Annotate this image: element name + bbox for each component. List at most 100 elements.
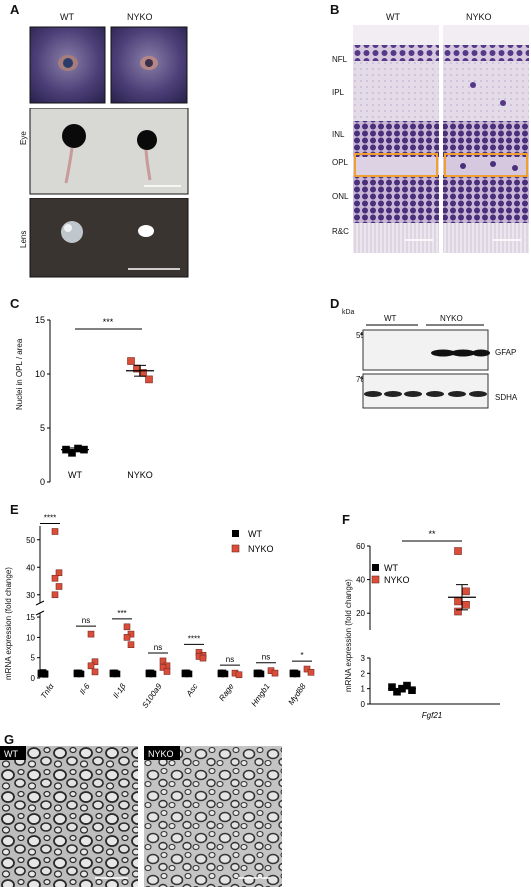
panel-d-blot bbox=[360, 324, 490, 409]
panel-f-significance: ** bbox=[428, 529, 436, 539]
panel-e-point-wt bbox=[41, 670, 49, 678]
panel-e-ytick-label: 15 bbox=[26, 613, 35, 622]
layer-opl: OPL bbox=[332, 158, 349, 167]
panel-f-label: F bbox=[342, 512, 350, 527]
panel-a-top-images bbox=[29, 26, 188, 104]
panel-e-ylabel: mRNA expression (fold change) bbox=[4, 567, 13, 680]
panel-e-point-nyko bbox=[51, 574, 59, 582]
panel-f-point-nyko bbox=[454, 597, 462, 606]
panel-e-legend-nyko-marker bbox=[231, 544, 240, 553]
panel-e-category-label: Il-1β bbox=[111, 682, 128, 700]
panel-e-point-nyko bbox=[159, 657, 167, 665]
panel-a-lens-row-label: Lens bbox=[19, 230, 28, 248]
panel-e-point-nyko bbox=[235, 671, 243, 679]
panel-a-lens-image bbox=[29, 198, 189, 278]
panel-f-point-nyko bbox=[454, 607, 462, 616]
panel-c-ytick-label: 0 bbox=[40, 477, 45, 487]
panel-a-wt-header: WT bbox=[60, 12, 74, 22]
panel-f-ytick-label: 60 bbox=[356, 542, 365, 551]
panel-f-chart: 20 40 60 0 1 2 3 Fgf21 ** WT NYKO bbox=[356, 529, 500, 720]
panel-a-eye-row-label: Eye bbox=[19, 131, 28, 145]
panel-c-points bbox=[62, 357, 153, 457]
panel-b-wt-header: WT bbox=[386, 12, 400, 22]
panel-e-legend-wt: WT bbox=[248, 529, 262, 539]
panel-f-point-wt bbox=[388, 683, 396, 691]
panel-e-point-wt bbox=[289, 669, 297, 677]
panel-e-ytick-label: 0 bbox=[31, 674, 36, 683]
layer-nfl: NFL bbox=[332, 55, 348, 64]
panel-e-point-wt bbox=[145, 669, 153, 677]
panel-e-point-wt bbox=[253, 669, 261, 677]
panel-e-significance: **** ns *** ns **** ns ns * bbox=[40, 514, 312, 666]
panel-e-category-label: Asc bbox=[184, 682, 200, 699]
panel-e-point-nyko bbox=[51, 591, 59, 599]
panel-f-legend-wt-marker bbox=[372, 564, 379, 571]
panel-e-points bbox=[37, 528, 315, 679]
panel-f-ytick-label: 0 bbox=[361, 700, 366, 709]
panel-f-ytick-label: 40 bbox=[356, 576, 365, 585]
panel-e-point-nyko bbox=[123, 634, 131, 641]
panel-e-category-label: Hmgb1 bbox=[249, 682, 271, 708]
panel-e-point-nyko bbox=[91, 658, 99, 666]
panel-e-axis-break bbox=[35, 610, 45, 616]
panel-e-ytick-label: 50 bbox=[26, 536, 35, 545]
panel-e-point-wt bbox=[109, 669, 117, 677]
panel-e-point-nyko bbox=[159, 664, 167, 671]
panel-e-sig-label: *** bbox=[117, 609, 126, 618]
panel-e-point-wt bbox=[181, 669, 189, 677]
panel-f-category-label: Fgf21 bbox=[422, 711, 442, 720]
panel-e-sig-label: **** bbox=[44, 514, 56, 523]
panel-e-point-nyko bbox=[87, 630, 95, 638]
panel-e-point-nyko bbox=[55, 569, 63, 577]
panel-g-label: G bbox=[4, 732, 15, 747]
panel-b-histology bbox=[353, 25, 529, 253]
panel-e-label: E bbox=[10, 502, 19, 517]
panel-f-ticks: 20 40 60 0 1 2 3 Fgf21 bbox=[356, 542, 442, 720]
panel-c-point bbox=[127, 357, 135, 365]
panel-e-ytick-label: 10 bbox=[26, 633, 35, 642]
panel-d-marker-55: 55 bbox=[356, 331, 365, 340]
panel-e-point-wt bbox=[217, 669, 225, 677]
layer-onl: ONL bbox=[332, 192, 349, 201]
panel-a-label: A bbox=[10, 2, 20, 17]
panel-e-point-nyko bbox=[271, 669, 279, 677]
panel-f-legend-nyko-marker bbox=[371, 575, 380, 584]
panel-f-ytick-label: 2 bbox=[361, 669, 366, 678]
panel-e-category-label: Myd88 bbox=[286, 682, 307, 707]
panel-c-category-label: NYKO bbox=[127, 470, 153, 480]
panel-c-means bbox=[61, 364, 154, 452]
panel-d-label: D bbox=[330, 296, 340, 311]
panel-d-group-wt: WT bbox=[384, 314, 397, 323]
panel-d-group-nyko: NYKO bbox=[440, 314, 463, 323]
panel-e-sig-label: ns bbox=[262, 653, 270, 662]
panel-d-band-gfap: GFAP bbox=[495, 348, 517, 357]
panel-f-ytick-label: 20 bbox=[356, 609, 365, 618]
panel-c-point bbox=[145, 375, 153, 384]
panel-e-ytick-label: 30 bbox=[26, 591, 35, 600]
panel-e-axis-break bbox=[35, 600, 45, 606]
layer-inl: INL bbox=[332, 130, 345, 139]
panel-e-point-nyko bbox=[163, 668, 171, 675]
panel-e-category-label: Tnfα bbox=[39, 682, 56, 701]
panel-e-sig-label: * bbox=[300, 651, 303, 660]
panel-c-category-label: WT bbox=[68, 470, 82, 480]
panel-a-nyko-header: NYKO bbox=[127, 12, 153, 22]
panel-e-sig-label: ns bbox=[82, 616, 90, 625]
panel-e-ticks: 30 40 50 0 5 10 15 bbox=[26, 536, 40, 683]
panel-f-points bbox=[388, 547, 476, 696]
panel-e-ytick-label: 40 bbox=[26, 563, 35, 572]
panel-e-point-nyko bbox=[55, 583, 63, 590]
panel-e-category-label: Rage bbox=[217, 682, 236, 703]
panel-e-point-nyko bbox=[307, 669, 315, 676]
panel-e-point-nyko bbox=[51, 528, 59, 535]
panel-f-ytick-label: 3 bbox=[361, 654, 366, 663]
panel-e-axes bbox=[35, 526, 45, 678]
panel-e-sig-label: ns bbox=[226, 655, 234, 664]
panel-b-label: B bbox=[330, 2, 340, 17]
panel-d-kda: kDa bbox=[342, 309, 355, 316]
panel-d-marker-78: 78 bbox=[356, 375, 365, 384]
panel-e-ytick-label: 5 bbox=[31, 654, 36, 663]
panel-e-point-nyko bbox=[123, 623, 131, 631]
panel-f-axes bbox=[369, 546, 500, 705]
panel-e-legend-nyko: NYKO bbox=[248, 544, 274, 554]
